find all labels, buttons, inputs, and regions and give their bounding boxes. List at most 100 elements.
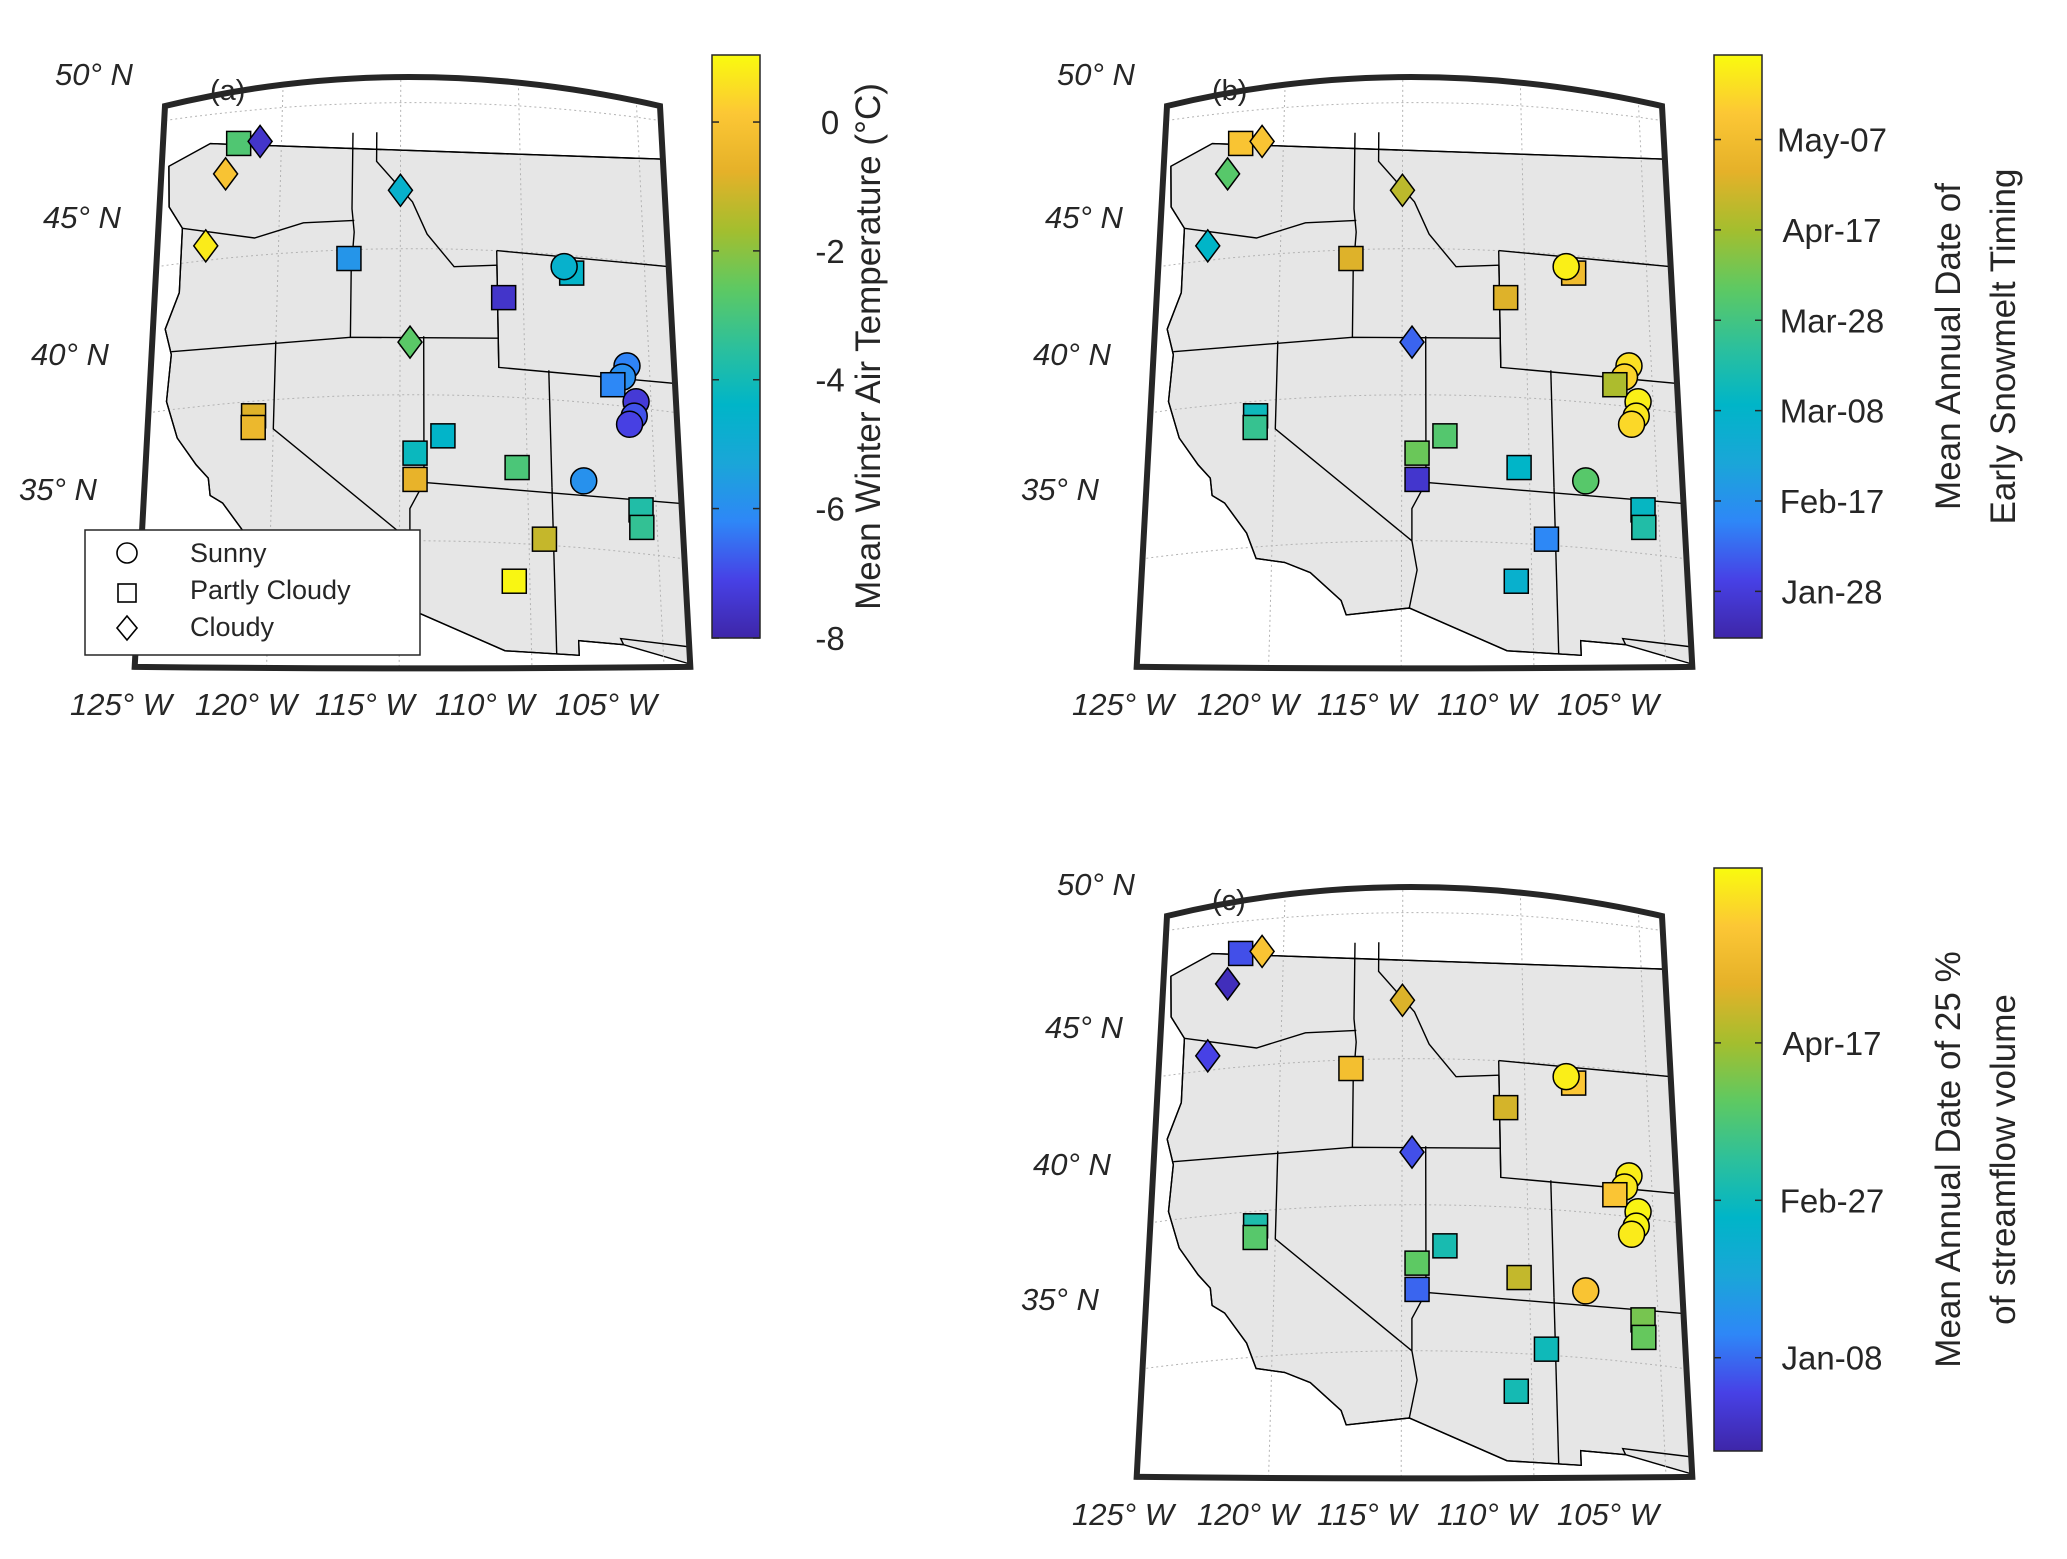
- latitude-label: 45° N: [43, 200, 121, 235]
- colorbar-tick-label: May-07: [1777, 122, 1887, 159]
- site-marker-partly-cloudy: [1338, 1055, 1364, 1082]
- colorbar-tick-label: Mar-28: [1780, 302, 1885, 339]
- state-border: [1212, 952, 1693, 973]
- longitude-label: 120° W: [1197, 687, 1302, 722]
- site-marker-partly-cloudy: [240, 414, 266, 441]
- longitude-label: 125° W: [70, 687, 175, 722]
- site-marker-partly-cloudy: [1227, 940, 1254, 967]
- map-a: (a) 50° N 45° N 40° N 35° N 125° W 120° W 115° …: [19, 57, 694, 722]
- site-marker-partly-cloudy: [1492, 1094, 1519, 1121]
- longitude-label: 105° W: [555, 687, 660, 722]
- site-marker-partly-cloudy: [600, 371, 626, 398]
- longitude-label: 120° W: [195, 687, 300, 722]
- colorbar-tick-label: Jan-08: [1782, 1340, 1883, 1377]
- state-border: [1411, 336, 1427, 541]
- latitude-label: 50° N: [55, 57, 133, 92]
- site-marker-partly-cloudy: [1338, 245, 1364, 272]
- latitude-label: 35° N: [1021, 472, 1099, 507]
- site-marker-cloudy: [192, 228, 219, 264]
- site-marker-partly-cloudy: [1404, 1276, 1430, 1303]
- state-border: [1184, 219, 1357, 239]
- site-marker-sunny: [1571, 467, 1600, 495]
- site-marker-partly-cloudy: [1432, 1233, 1458, 1259]
- colorbar-tick-label: -2: [815, 233, 844, 270]
- legend-circle-icon: [116, 542, 138, 564]
- site-marker-sunny: [615, 410, 644, 439]
- site-marker-partly-cloudy: [1404, 440, 1430, 466]
- site-marker-sunny: [569, 467, 598, 495]
- colorbar-title: Early Snowmelt Timing: [1984, 169, 2023, 525]
- meridian-line: [1519, 77, 1535, 669]
- site-marker-sunny: [1617, 410, 1646, 439]
- site-marker-partly-cloudy: [1432, 423, 1458, 449]
- longitude-label: 115° W: [1317, 1497, 1419, 1532]
- site-marker-cloudy: [247, 124, 274, 159]
- site-marker-partly-cloudy: [1492, 284, 1519, 311]
- site-marker-partly-cloudy: [531, 526, 558, 552]
- site-marker-cloudy: [1214, 156, 1241, 192]
- state-border: [1408, 1350, 1418, 1419]
- parallel-line: [1136, 394, 1693, 430]
- colorbar-c: Apr-17 Feb-27 Jan-08 Mean Annual Date of 25…: [1713, 867, 2023, 1452]
- longitude-label: 110° W: [435, 687, 537, 722]
- legend-partly-cloudy-label: Partly Cloudy: [190, 575, 351, 605]
- colorbar-gradient: [1713, 867, 1763, 1452]
- site-marker-cloudy: [1194, 228, 1221, 264]
- site-marker-sunny: [1552, 1062, 1580, 1091]
- latitude-label: 35° N: [19, 472, 97, 507]
- site-marker-partly-cloudy: [1533, 526, 1560, 552]
- colorbar-title: Mean Annual Date of: [1929, 183, 1968, 510]
- site-marker-partly-cloudy: [1602, 1181, 1628, 1208]
- state-border: [1550, 1180, 1555, 1298]
- site-marker-partly-cloudy: [1602, 371, 1628, 398]
- state-border: [619, 503, 691, 651]
- site-marker-cloudy: [1399, 324, 1425, 360]
- site-marker-sunny: [1571, 1277, 1600, 1305]
- state-border: [1499, 1148, 1502, 1178]
- longitude-label: 110° W: [1437, 687, 1539, 722]
- colorbar-tick-label: Jan-28: [1782, 573, 1883, 610]
- site-marker-cloudy: [397, 324, 423, 360]
- map-b: (b) 50° N 45° N 40° N 35° N 125° W 120° W 115° …: [1021, 57, 1696, 722]
- colorbar-title: Mean Annual Date of 25 %: [1929, 951, 1968, 1367]
- colorbar-gradient: [1713, 54, 1763, 639]
- longitude-label: 125° W: [1072, 687, 1177, 722]
- site-marker-partly-cloudy: [430, 423, 456, 449]
- site-marker-cloudy: [1389, 983, 1416, 1018]
- colorbar-tick-label: Apr-17: [1782, 1025, 1881, 1062]
- meridian-line: [517, 77, 533, 669]
- site-marker-cloudy: [212, 156, 239, 192]
- state-border: [1346, 607, 1626, 657]
- state-border: [409, 336, 425, 541]
- colorbar-tick-label: -4: [815, 362, 844, 399]
- longitude-label: 115° W: [1317, 687, 1419, 722]
- site-marker-sunny: [1552, 252, 1580, 281]
- colorbar-tick-label: -8: [815, 620, 844, 657]
- map-c: (c) 50° N 45° N 40° N 35° N 125° W 120° W 115° …: [1021, 867, 1696, 1532]
- state-border: [1351, 942, 1357, 1148]
- map-area-c: [1136, 887, 1693, 1479]
- state-border: [1166, 976, 1347, 1426]
- map-area-b: [1136, 77, 1693, 669]
- site-marker-partly-cloudy: [1503, 1378, 1530, 1404]
- state-border: [1411, 1146, 1427, 1351]
- state-border: [497, 338, 500, 368]
- longitude-label: 110° W: [1437, 1497, 1539, 1532]
- state-border: [1274, 1151, 1413, 1352]
- longitude-label: 120° W: [1197, 1497, 1302, 1532]
- state-border: [1621, 1313, 1693, 1461]
- state-border: [1377, 132, 1499, 268]
- colorbar-tick-label: Feb-17: [1780, 483, 1885, 520]
- site-marker-partly-cloudy: [1506, 1264, 1532, 1291]
- state-border: [1166, 166, 1347, 616]
- site-marker-partly-cloudy: [1631, 514, 1657, 541]
- site-marker-cloudy: [1194, 1038, 1221, 1074]
- state-border: [1351, 132, 1357, 338]
- latitude-label: 40° N: [31, 337, 109, 372]
- state-border: [1377, 942, 1499, 1078]
- latitude-label: 50° N: [1057, 57, 1135, 92]
- colorbar-title: Mean Winter Air Temperature (°C): [849, 83, 888, 610]
- map-frame-a: [131, 74, 694, 672]
